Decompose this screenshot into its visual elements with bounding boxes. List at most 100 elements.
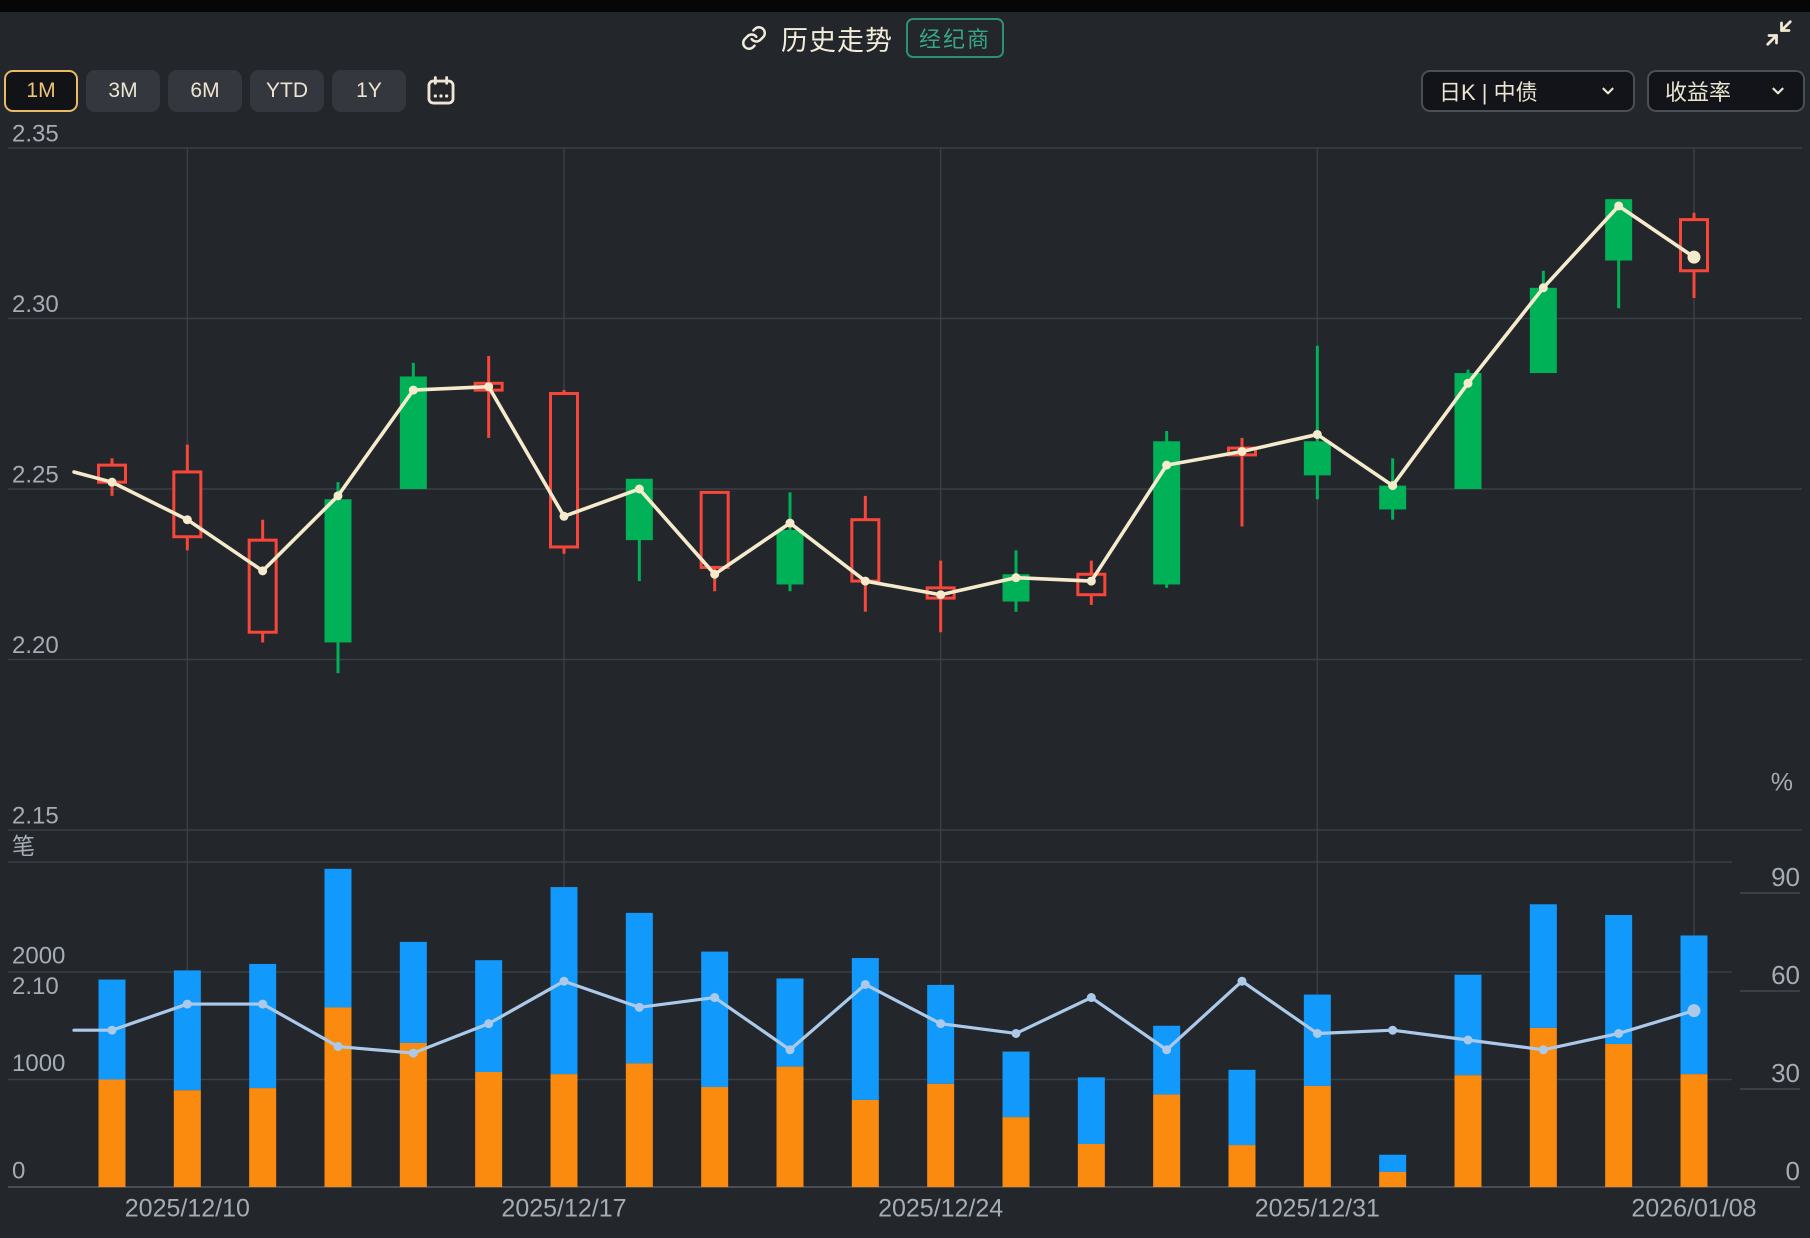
volume-bar-blue[interactable] xyxy=(173,970,201,1091)
volume-bar-orange[interactable] xyxy=(1454,1075,1482,1187)
volume-bar-blue[interactable] xyxy=(625,912,653,1064)
pct-dot xyxy=(936,1019,946,1029)
candle-up[interactable] xyxy=(850,518,881,583)
volume-bar-orange[interactable] xyxy=(625,1063,653,1187)
selector-group: 日K | 中债 收益率 xyxy=(1421,70,1805,112)
pct-dot xyxy=(1538,1045,1548,1055)
pct-dot xyxy=(1388,1025,1398,1035)
volume-bar-orange[interactable] xyxy=(1153,1094,1181,1187)
chevron-down-icon xyxy=(1599,82,1617,100)
pct-unit-label: % xyxy=(1771,769,1793,797)
range-button-1y[interactable]: 1Y xyxy=(332,70,406,112)
candle-down[interactable] xyxy=(1379,485,1407,510)
collapse-button[interactable] xyxy=(1760,14,1798,52)
price-axis-label: 2.20 xyxy=(12,632,59,659)
price-axis-label: 2.10 xyxy=(12,973,59,1000)
valuation-dot xyxy=(107,477,117,487)
pct-dot xyxy=(1614,1028,1624,1038)
volume-bar-blue[interactable] xyxy=(927,984,955,1084)
volume-bar-orange[interactable] xyxy=(1680,1074,1708,1187)
volume-bar-blue[interactable] xyxy=(1379,1154,1407,1172)
pct-dot xyxy=(1463,1035,1473,1045)
volume-bar-blue[interactable] xyxy=(851,958,879,1100)
range-button-group: 1M 3M 6M YTD 1Y xyxy=(4,70,406,112)
pct-dot xyxy=(182,999,192,1009)
price-axis-label: 2.35 xyxy=(12,120,59,147)
date-label: 2025/12/17 xyxy=(501,1195,626,1223)
volume-bar-blue[interactable] xyxy=(1228,1069,1256,1146)
volume-bar-orange[interactable] xyxy=(399,1042,427,1187)
volume-bar-orange[interactable] xyxy=(324,1007,352,1187)
volume-bar-blue[interactable] xyxy=(1002,1051,1030,1118)
volume-bar-orange[interactable] xyxy=(1303,1085,1331,1187)
valuation-dot xyxy=(258,566,268,576)
pct-axis-label: 60 xyxy=(1771,960,1800,990)
volume-axis-label: 2000 xyxy=(12,942,65,969)
calendar-icon xyxy=(424,74,458,108)
volume-bar-orange[interactable] xyxy=(249,1088,277,1187)
candle-down[interactable] xyxy=(776,529,804,585)
pct-dot xyxy=(1011,1028,1021,1038)
candle-down[interactable] xyxy=(1454,373,1482,489)
volume-bar-blue[interactable] xyxy=(475,960,503,1072)
volume-bar-blue[interactable] xyxy=(1454,974,1482,1076)
volume-bar-blue[interactable] xyxy=(1529,904,1557,1028)
volume-bar-orange[interactable] xyxy=(1002,1117,1030,1187)
kline-source-value: 日K | 中债 xyxy=(1439,80,1538,105)
volume-bar-orange[interactable] xyxy=(701,1087,729,1187)
volume-bar-orange[interactable] xyxy=(1605,1044,1633,1187)
candle-up[interactable] xyxy=(548,392,579,549)
calendar-button[interactable] xyxy=(422,72,460,110)
volume-bar-orange[interactable] xyxy=(927,1083,955,1187)
volume-bar-blue[interactable] xyxy=(1303,994,1331,1086)
volume-bar-orange[interactable] xyxy=(98,1079,126,1188)
volume-bar-orange[interactable] xyxy=(173,1090,201,1187)
valuation-dot xyxy=(1312,429,1322,439)
candle-down[interactable] xyxy=(324,499,352,643)
candle-down[interactable] xyxy=(399,376,427,489)
volume-bar-orange[interactable] xyxy=(1379,1171,1407,1187)
volume-bar-orange[interactable] xyxy=(776,1066,804,1187)
volume-bar-blue[interactable] xyxy=(1077,1077,1105,1144)
pct-dot xyxy=(107,1025,117,1035)
range-button-6m[interactable]: 6M xyxy=(168,70,242,112)
volume-bar-blue[interactable] xyxy=(324,868,352,1008)
volume-bar-orange[interactable] xyxy=(851,1099,879,1187)
volume-bar-orange[interactable] xyxy=(1529,1027,1557,1187)
chart-panel xyxy=(0,12,1810,1238)
range-button-3m[interactable]: 3M xyxy=(86,70,160,112)
chevron-down-icon xyxy=(1769,82,1787,100)
volume-bar-blue[interactable] xyxy=(399,941,427,1043)
valuation-dot xyxy=(1388,481,1398,491)
pct-axis-label: 90 xyxy=(1771,862,1800,892)
volume-bar-orange[interactable] xyxy=(1077,1144,1105,1187)
range-toolbar: 1M 3M 6M YTD 1Y xyxy=(4,70,460,112)
volume-bar-orange[interactable] xyxy=(550,1074,578,1187)
candle-up[interactable] xyxy=(247,538,278,634)
collapse-icon xyxy=(1764,18,1794,48)
pct-dot xyxy=(408,1048,418,1058)
pct-dot xyxy=(484,1019,494,1029)
volume-bar-orange[interactable] xyxy=(475,1071,503,1187)
kline-source-select[interactable]: 日K | 中债 xyxy=(1421,70,1635,112)
pct-dot xyxy=(785,1045,795,1055)
volume-bar-blue[interactable] xyxy=(1153,1025,1181,1095)
range-button-ytd[interactable]: YTD xyxy=(250,70,324,112)
volume-bar-blue[interactable] xyxy=(249,963,277,1089)
valuation-line xyxy=(72,204,1696,597)
date-label: 2025/12/10 xyxy=(125,1195,250,1223)
valuation-dot xyxy=(860,576,870,586)
metric-select[interactable]: 收益率 xyxy=(1647,70,1805,112)
title-bar: 历史走势 经纪商 xyxy=(740,18,1005,58)
volume-axis-label: 0 xyxy=(12,1157,25,1184)
price-axis-label: 2.15 xyxy=(12,802,59,829)
range-button-1m[interactable]: 1M xyxy=(4,70,78,112)
volume-bar-orange[interactable] xyxy=(1228,1145,1256,1187)
candle-up[interactable] xyxy=(699,490,730,569)
volume-bar-blue[interactable] xyxy=(701,951,729,1088)
volume-bar-blue[interactable] xyxy=(1605,915,1633,1045)
valuation-dot xyxy=(559,511,569,521)
valuation-dot xyxy=(710,569,720,579)
valuation-dot xyxy=(1538,283,1548,293)
candle-down[interactable] xyxy=(1303,441,1331,476)
